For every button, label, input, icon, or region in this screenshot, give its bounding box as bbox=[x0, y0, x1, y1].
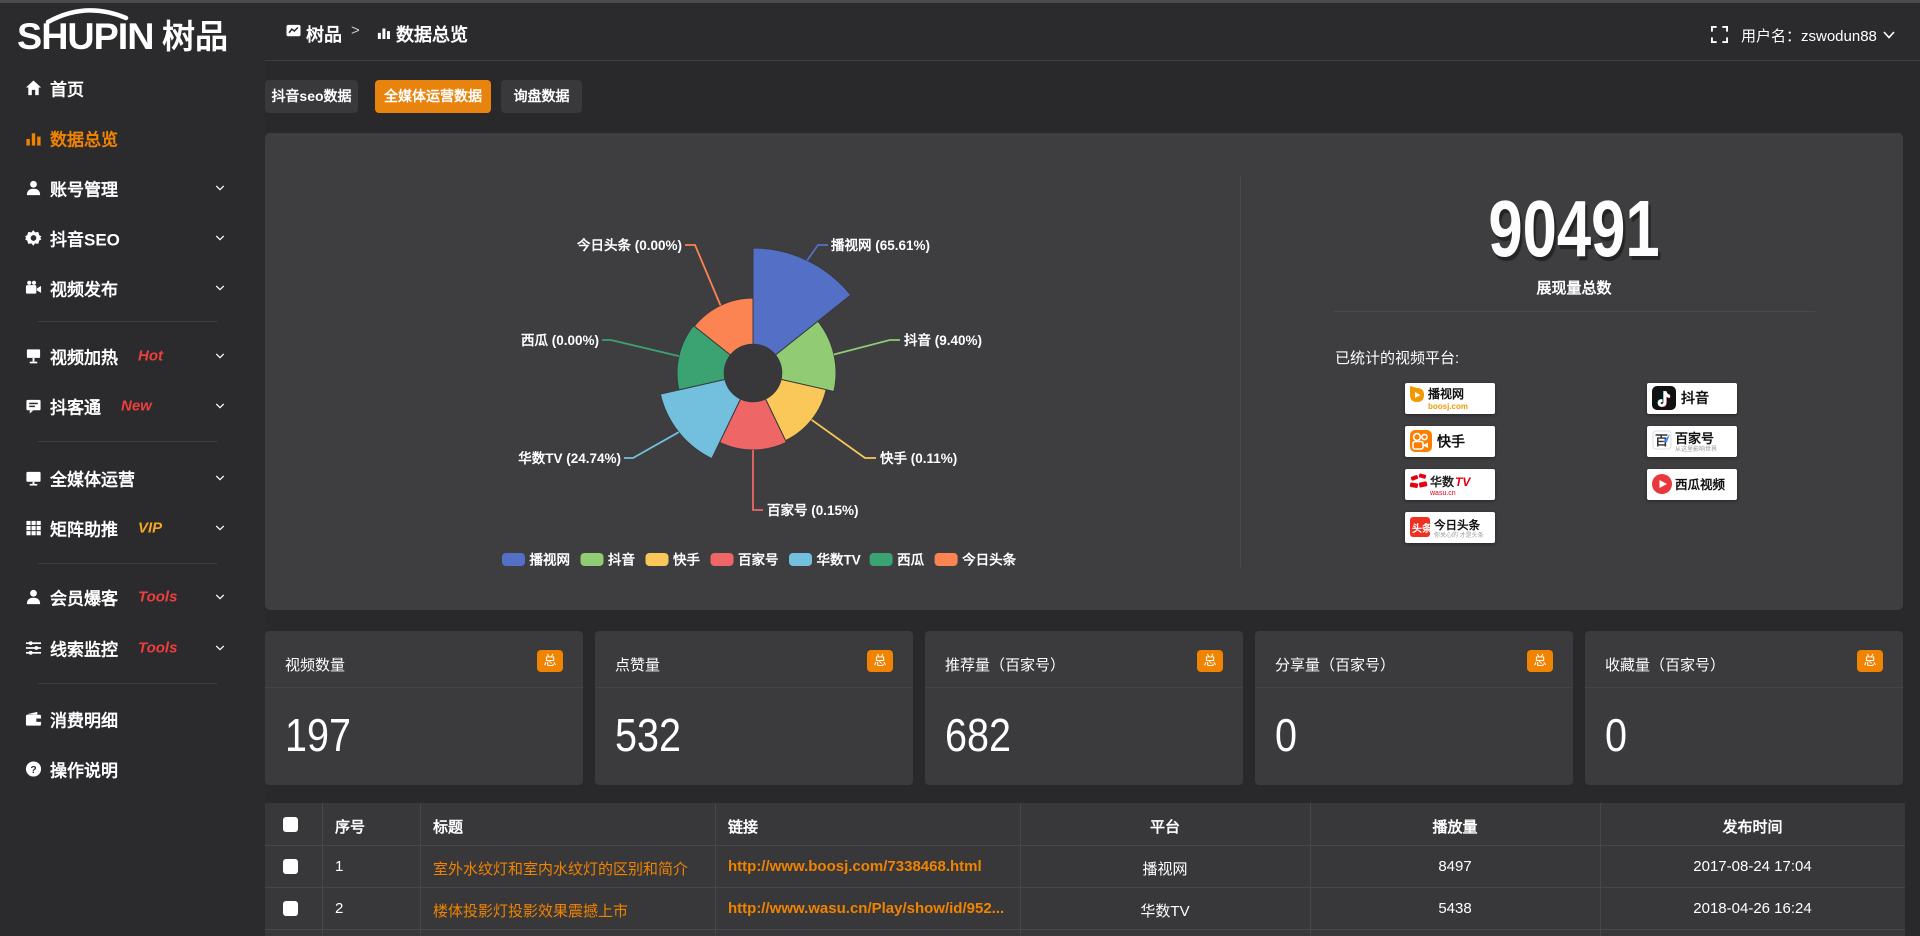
svg-text:西瓜 (0.00%): 西瓜 (0.00%) bbox=[521, 333, 599, 348]
svg-text:TV: TV bbox=[1455, 475, 1471, 489]
svg-text:华数: 华数 bbox=[1430, 474, 1455, 489]
svg-text:播视网 (65.61%): 播视网 (65.61%) bbox=[831, 237, 930, 253]
svg-text:西瓜视频: 西瓜视频 bbox=[1675, 477, 1726, 492]
svg-text:抖音: 抖音 bbox=[608, 552, 636, 568]
svg-text:百: 百 bbox=[1655, 433, 1668, 448]
svg-text:华数TV (24.74%): 华数TV (24.74%) bbox=[518, 450, 621, 466]
svg-text:SHUPIN: SHUPIN bbox=[17, 15, 153, 57]
svg-text:抖音: 抖音 bbox=[1681, 390, 1709, 406]
svg-text:华数TV: 华数TV bbox=[817, 552, 861, 568]
svg-text:播视网: 播视网 bbox=[530, 552, 571, 568]
svg-text:今日头条 (0.00%): 今日头条 (0.00%) bbox=[577, 237, 682, 253]
svg-text:从这里影响世界: 从这里影响世界 bbox=[1675, 445, 1717, 453]
svg-text:百家号: 百家号 bbox=[738, 552, 779, 568]
svg-text:快手 (0.11%): 快手 (0.11%) bbox=[880, 450, 957, 466]
svg-text:百家号 (0.15%): 百家号 (0.15%) bbox=[767, 502, 859, 518]
svg-text:西瓜: 西瓜 bbox=[897, 553, 925, 568]
svg-text:树品: 树品 bbox=[162, 18, 228, 55]
svg-text:今日头条: 今日头条 bbox=[962, 552, 1016, 568]
svg-text:今日头条: 今日头条 bbox=[1433, 518, 1480, 532]
svg-text:快手: 快手 bbox=[673, 552, 701, 568]
svg-text:快手: 快手 bbox=[1437, 434, 1465, 450]
svg-text:播视网: 播视网 bbox=[1428, 386, 1464, 401]
svg-text:?: ? bbox=[30, 765, 36, 776]
svg-text:你关心的 才是头条: 你关心的 才是头条 bbox=[1434, 531, 1484, 539]
svg-text:wasu.cn: wasu.cn bbox=[1429, 490, 1456, 497]
svg-text:百家号: 百家号 bbox=[1675, 431, 1714, 446]
svg-text:boosj.com: boosj.com bbox=[1428, 402, 1468, 411]
svg-text:头条: 头条 bbox=[1412, 522, 1433, 535]
svg-text:抖音 (9.40%): 抖音 (9.40%) bbox=[904, 332, 982, 348]
